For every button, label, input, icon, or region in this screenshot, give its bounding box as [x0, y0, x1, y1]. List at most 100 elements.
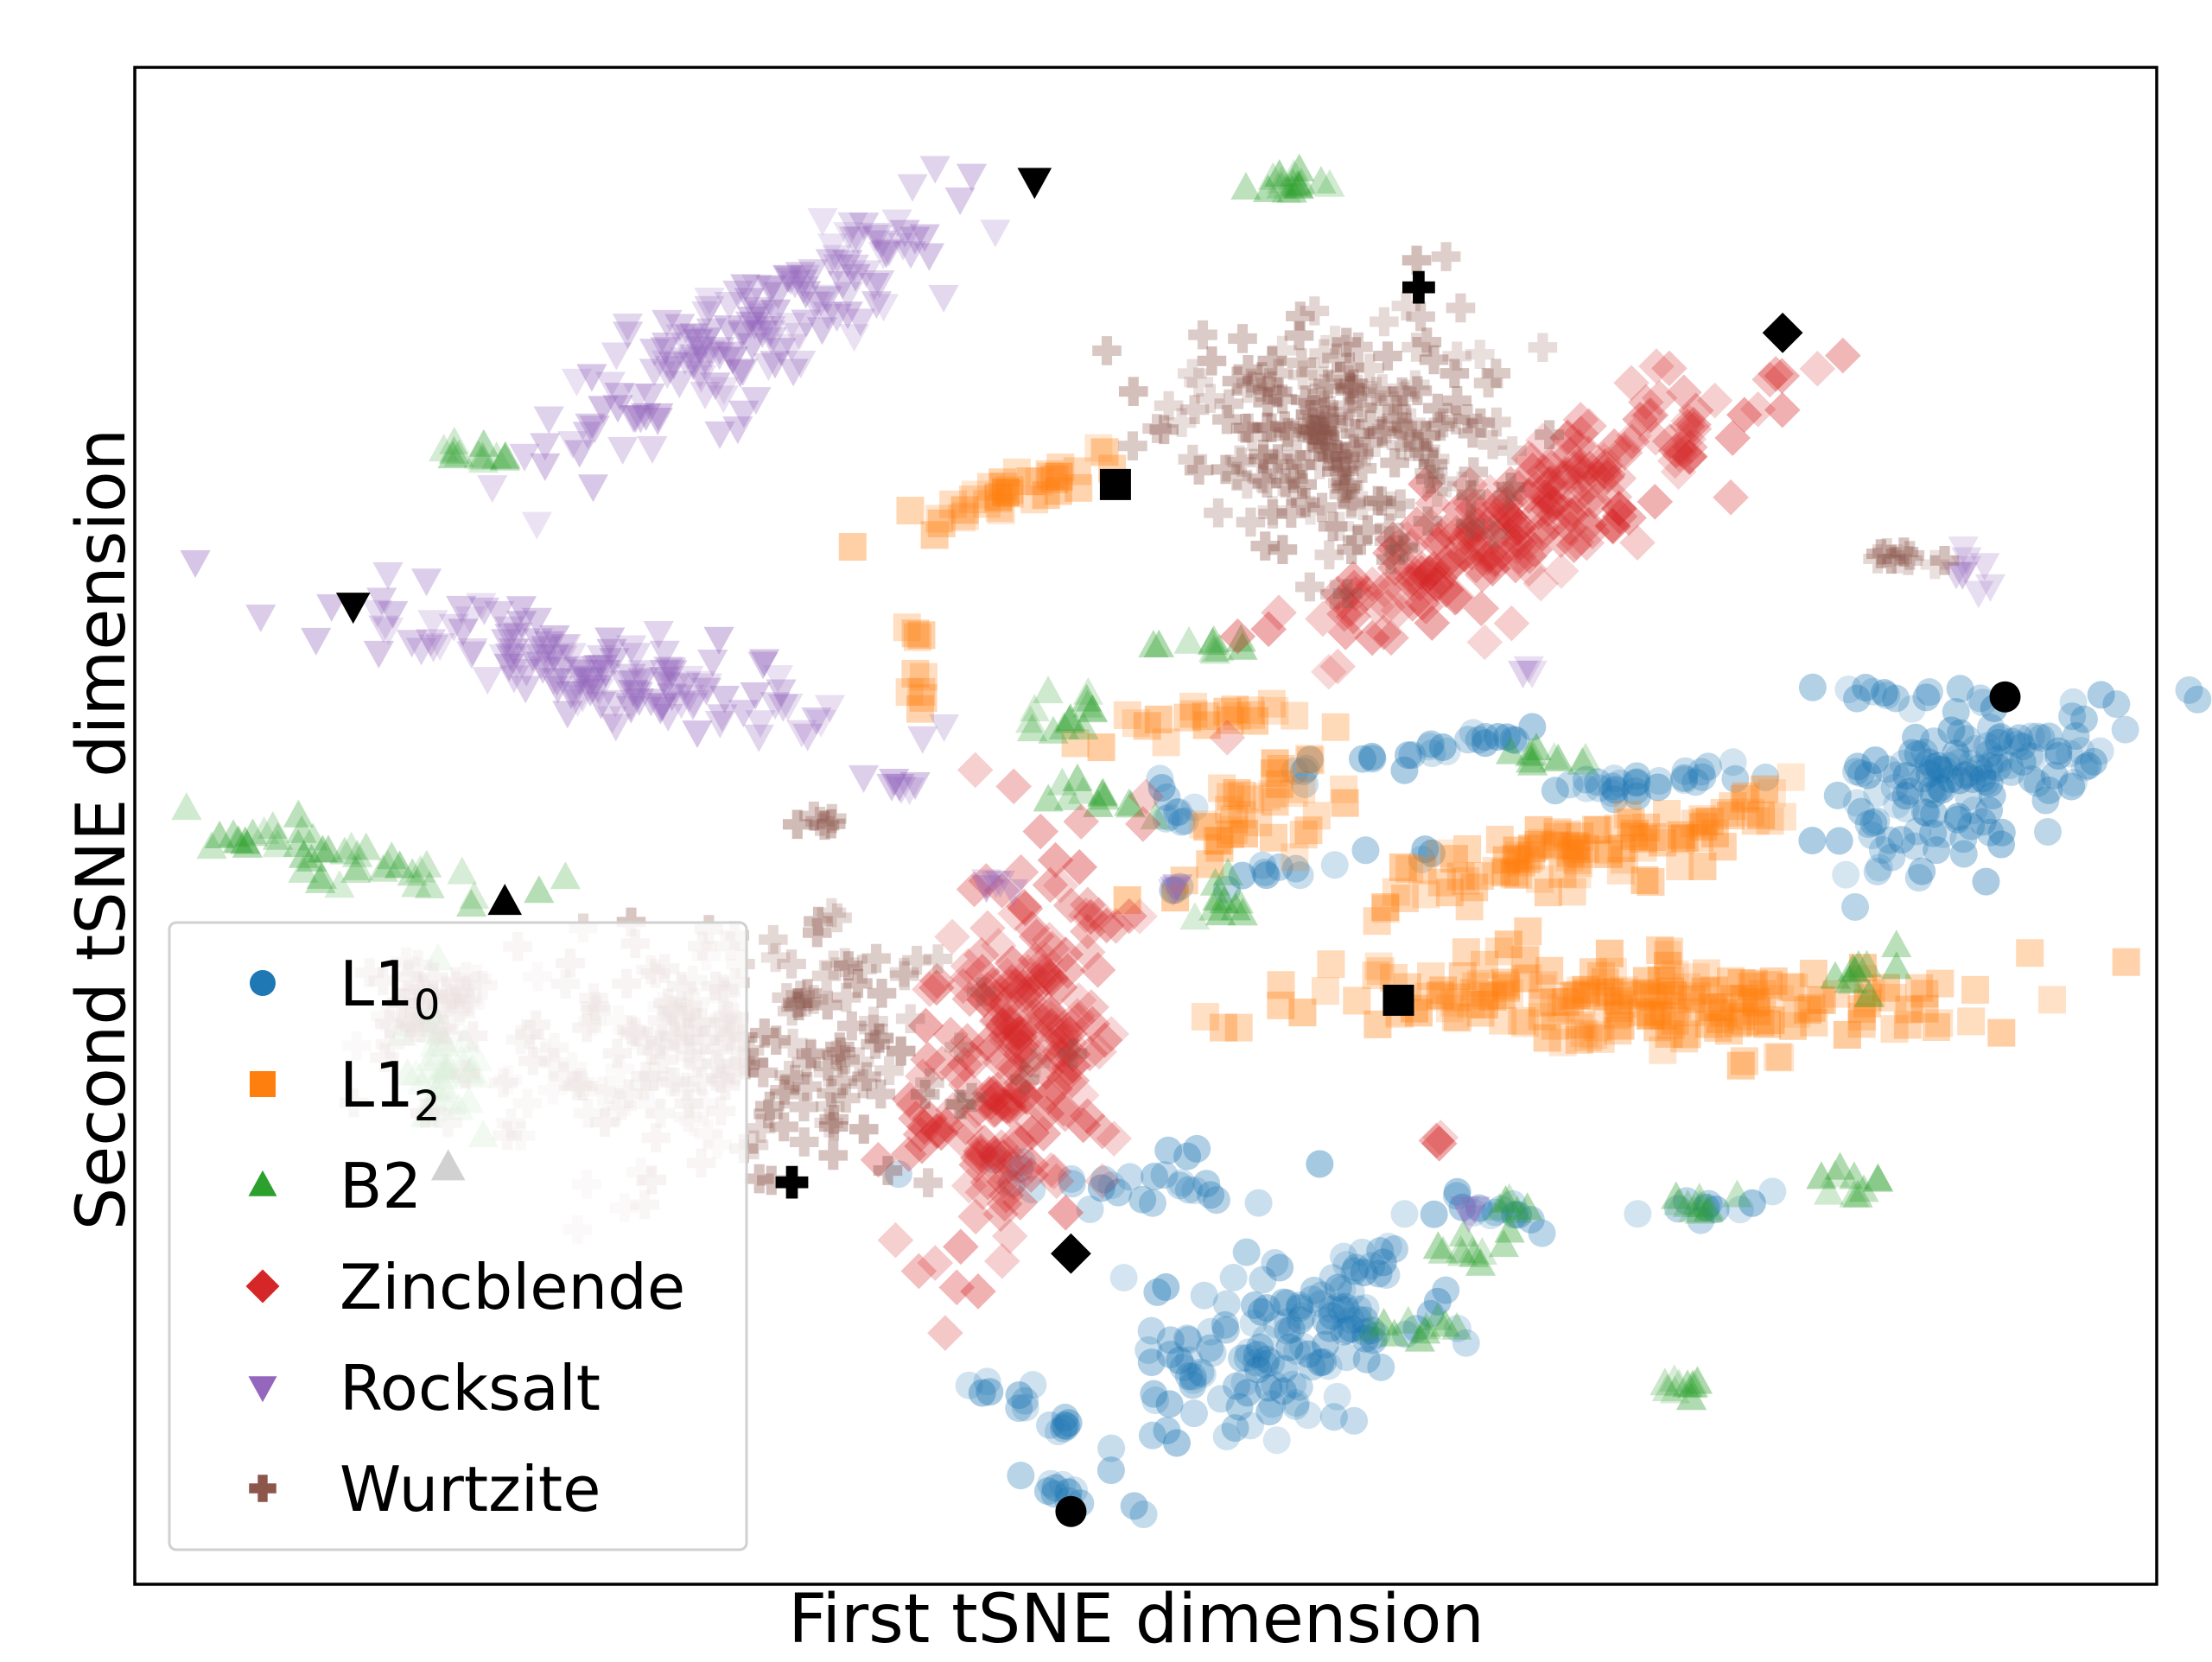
data-point	[784, 322, 815, 351]
data-point	[1736, 798, 1764, 827]
data-point	[2016, 742, 2044, 771]
data-point	[1587, 961, 1616, 990]
data-point	[844, 1047, 874, 1076]
data-point	[1157, 879, 1188, 907]
data-point	[602, 395, 633, 423]
data-point	[1457, 1235, 1489, 1264]
data-point	[792, 1071, 822, 1101]
data-point	[466, 593, 497, 621]
data-point	[1580, 1021, 1608, 1050]
data-point	[1077, 695, 1109, 723]
data-point	[1660, 454, 1697, 491]
data-point	[1197, 1181, 1225, 1209]
data-point	[849, 213, 880, 241]
data-point	[1369, 1248, 1397, 1277]
data-point	[2056, 739, 2084, 768]
data-point	[1570, 742, 1601, 771]
data-point	[814, 695, 846, 723]
data-point	[1947, 561, 1978, 590]
data-point	[1338, 434, 1369, 463]
data-point	[1870, 679, 1898, 707]
data-point	[815, 1091, 845, 1121]
data-point	[372, 561, 404, 590]
data-point	[1481, 486, 1517, 523]
data-point	[1432, 549, 1469, 586]
data-point	[804, 906, 833, 936]
data-point	[1334, 471, 1364, 501]
data-point	[538, 644, 569, 672]
data-point	[1554, 497, 1590, 534]
data-point	[1778, 1012, 1807, 1040]
data-point	[1001, 1072, 1037, 1109]
data-point	[670, 672, 701, 701]
data-point	[1325, 511, 1355, 542]
data-point	[1997, 758, 2025, 786]
data-point	[717, 346, 749, 374]
data-point	[1863, 779, 1891, 808]
data-point	[1258, 1390, 1287, 1418]
data-point	[1543, 822, 1572, 851]
data-point	[949, 1023, 986, 1059]
data-point	[1313, 441, 1343, 472]
data-point	[1670, 421, 1707, 458]
data-point	[755, 1091, 785, 1121]
data-point	[1173, 703, 1202, 732]
data-point	[622, 682, 653, 710]
legend-label: L12	[340, 1049, 440, 1131]
data-point	[1046, 1031, 1083, 1069]
data-point	[1842, 789, 1871, 817]
data-point	[575, 679, 606, 707]
data-point	[828, 1066, 858, 1095]
data-point	[588, 396, 619, 424]
data-point	[1242, 1348, 1270, 1377]
data-point	[848, 1069, 878, 1099]
data-point	[1390, 1200, 1419, 1228]
data-point	[1296, 746, 1325, 775]
data-point	[1402, 1315, 1431, 1343]
data-point	[988, 986, 1024, 1023]
legend-label: Rocksalt	[340, 1352, 601, 1424]
data-point	[1072, 898, 1109, 936]
data-point	[895, 241, 926, 270]
data-point	[1223, 885, 1254, 914]
data-point	[1197, 627, 1228, 656]
data-point	[1512, 945, 1541, 974]
data-point	[2023, 722, 2051, 751]
data-point	[1033, 1000, 1070, 1037]
data-point	[649, 640, 680, 669]
data-point	[2018, 765, 2046, 794]
data-point	[1551, 496, 1587, 533]
data-point	[760, 299, 791, 327]
data-point	[1984, 724, 2012, 752]
data-point	[1261, 788, 1289, 816]
series-l10	[884, 673, 2212, 1529]
data-point	[651, 350, 683, 378]
data-point	[789, 1092, 819, 1122]
data-point	[1174, 1176, 1203, 1204]
data-point	[1656, 977, 1684, 1005]
data-point	[1842, 1179, 1873, 1208]
highlighted-point	[487, 884, 523, 916]
data-point	[1476, 542, 1513, 580]
data-point	[1595, 978, 1624, 1006]
data-point	[1014, 910, 1051, 947]
data-point	[1327, 1295, 1356, 1323]
data-point	[324, 870, 355, 898]
data-point	[1453, 1205, 1484, 1234]
data-point	[1557, 982, 1586, 1011]
data-point	[1823, 781, 1852, 809]
data-point	[1799, 351, 1836, 387]
data-point	[1580, 982, 1608, 1011]
data-point	[695, 339, 726, 368]
data-point	[1372, 535, 1408, 572]
data-point	[664, 314, 696, 342]
data-point	[912, 1101, 948, 1137]
data-point	[923, 944, 953, 974]
data-point	[1272, 421, 1302, 451]
data-point	[1247, 1297, 1275, 1326]
data-point	[1276, 174, 1307, 203]
data-point	[1380, 447, 1409, 478]
data-point	[1572, 450, 1608, 487]
data-point	[635, 688, 666, 717]
